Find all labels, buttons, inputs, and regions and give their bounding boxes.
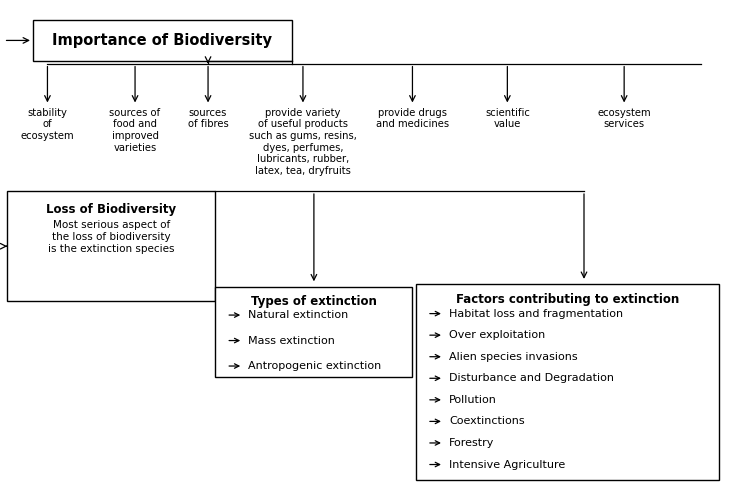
Text: Most serious aspect of
the loss of biodiversity
is the extinction species: Most serious aspect of the loss of biodi… [48,220,174,254]
Text: Types of extinction: Types of extinction [251,295,377,309]
Text: Factors contributing to extinction: Factors contributing to extinction [456,293,679,306]
Text: scientific
value: scientific value [485,108,530,129]
Text: Habitat loss and fragmentation: Habitat loss and fragmentation [449,309,623,318]
FancyBboxPatch shape [33,20,292,61]
Text: sources
of fibres: sources of fibres [188,108,228,129]
Text: Loss of Biodiversity: Loss of Biodiversity [46,203,177,217]
Text: Importance of Biodiversity: Importance of Biodiversity [53,33,272,48]
Text: Pollution: Pollution [449,395,497,405]
Text: stability
of
ecosystem: stability of ecosystem [20,108,74,141]
Text: Natural extinction: Natural extinction [248,310,348,320]
Text: Antropogenic extinction: Antropogenic extinction [248,361,382,371]
Text: Over exploitation: Over exploitation [449,330,545,340]
Text: provide variety
of useful products
such as gums, resins,
dyes, perfumes,
lubrica: provide variety of useful products such … [249,108,357,176]
Text: Alien species invasions: Alien species invasions [449,352,577,362]
Text: Disturbance and Degradation: Disturbance and Degradation [449,373,614,383]
FancyBboxPatch shape [7,191,215,301]
FancyBboxPatch shape [416,284,719,480]
FancyBboxPatch shape [215,287,412,377]
Text: Mass extinction: Mass extinction [248,336,335,345]
Text: provide drugs
and medicines: provide drugs and medicines [376,108,449,129]
Text: Coextinctions: Coextinctions [449,416,525,426]
Text: Intensive Agriculture: Intensive Agriculture [449,460,565,469]
Text: Forestry: Forestry [449,438,494,448]
Text: sources of
food and
improved
varieties: sources of food and improved varieties [110,108,161,152]
Text: ecosystem
services: ecosystem services [597,108,651,129]
